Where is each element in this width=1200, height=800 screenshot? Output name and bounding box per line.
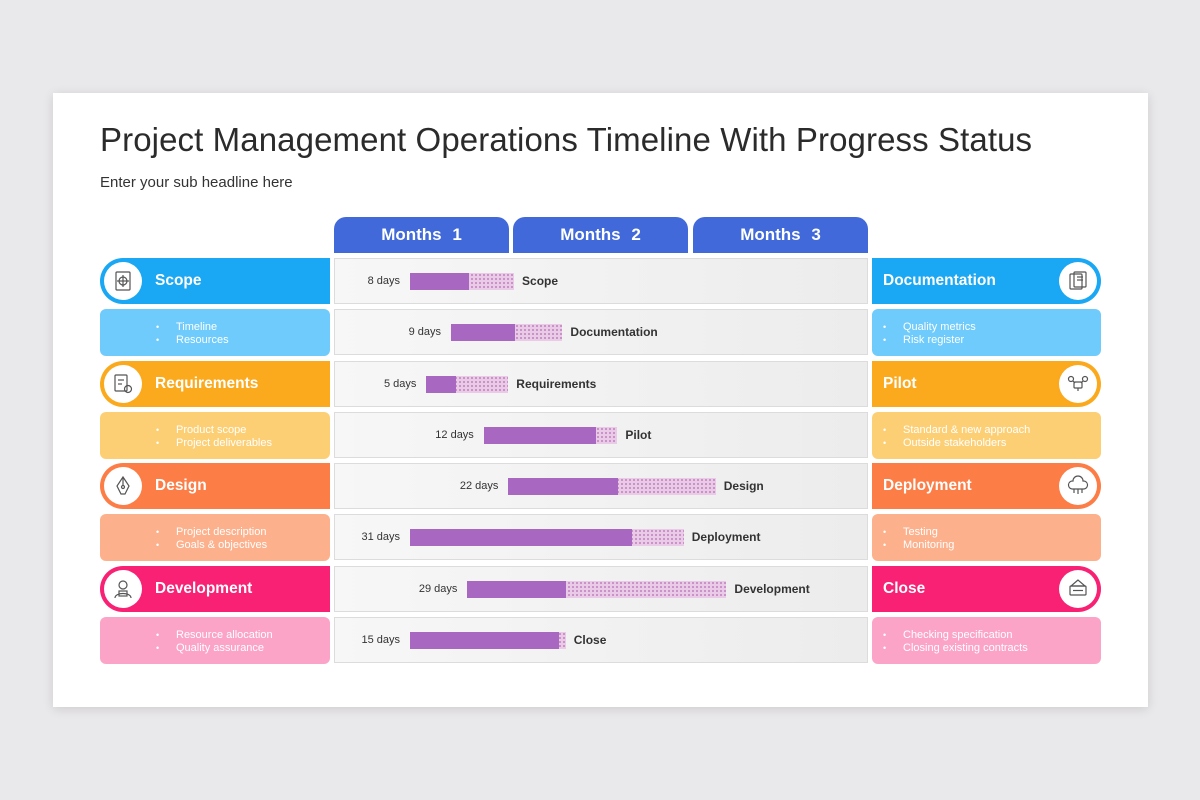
detail-item: Testing [883,526,954,539]
detail-item: Product scope [156,424,272,437]
duration-label: 29 days [418,583,458,595]
category-requirements: Requirements [100,361,330,407]
timeline-row: 15 days Close [334,617,868,663]
category-title: Requirements [155,375,259,392]
progress-bar [426,376,509,393]
task-label: Close [573,633,607,647]
target-document-icon [104,262,142,300]
category-scope: Scope [100,258,330,304]
page-subtitle: Enter your sub headline here [100,174,293,191]
detail-item: Project deliverables [156,437,272,450]
detail-item: Timeline [156,321,229,334]
category-details-deployment: TestingMonitoring [872,514,1101,561]
timeline-row: 31 days Deployment [334,514,868,560]
checklist-gear-icon [104,365,142,403]
progress-bar [467,581,727,598]
detail-item: Quality assurance [156,642,273,655]
category-details-requirements: Product scopeProject deliverables [100,412,330,459]
category-development: Development [100,566,330,612]
progress-bar-fill [410,529,632,546]
progress-bar-fill [426,376,456,393]
developer-icon [104,570,142,608]
category-details-pilot: Standard & new approachOutside stakehold… [872,412,1101,459]
detail-item: Resources [156,334,229,347]
task-label: Pilot [625,428,652,442]
category-pilot: Pilot [872,361,1101,407]
detail-item: Goals & objectives [156,539,267,552]
detail-item: Project description [156,526,267,539]
timeline-row: 8 days Scope [334,258,868,304]
category-title: Development [155,580,253,597]
timeline-row: 29 days Development [334,566,868,612]
month-header-2: Months 2 [513,217,688,253]
duration-label: 12 days [435,429,474,441]
pen-tool-icon [104,467,142,505]
category-title: Deployment [883,477,972,494]
page-title: Project Management Operations Timeline W… [100,121,1033,158]
detail-item: Risk register [883,334,976,347]
detail-item: Monitoring [883,539,954,552]
detail-item: Standard & new approach [883,424,1030,437]
month-header-3: Months 3 [693,217,868,253]
progress-bar-fill [483,427,596,444]
category-title: Pilot [883,375,917,392]
category-details-close: Checking specificationClosing existing c… [872,617,1101,664]
progress-bar [410,632,566,649]
closed-sign-icon [1059,570,1097,608]
task-label: Documentation [570,325,658,339]
slide: Project Management Operations Timeline W… [53,93,1148,707]
category-title: Documentation [883,272,996,289]
progress-bar [508,478,716,495]
category-details-documentation: Quality metricsRisk register [872,309,1101,356]
task-label: Scope [522,274,559,288]
duration-label: 8 days [367,275,400,287]
timeline-row: 22 days Design [334,463,868,509]
progress-bar-fill [410,632,560,649]
progress-bar-fill [467,581,566,598]
progress-bar [410,273,515,290]
detail-item: Closing existing contracts [883,642,1028,655]
duration-label: 9 days [408,326,441,338]
month-header-1: Months 1 [334,217,509,253]
category-title: Close [883,580,926,597]
task-label: Requirements [516,377,597,391]
category-deployment: Deployment [872,463,1101,509]
progress-bar [410,529,684,546]
task-label: Development [734,582,810,596]
timeline-row: 5 days Requirements [334,361,868,407]
duration-label: 31 days [361,531,400,543]
category-details-scope: TimelineResources [100,309,330,356]
task-label: Deployment [691,530,761,544]
timeline-row: 12 days Pilot [334,412,868,458]
category-details-development: Resource allocationQuality assurance [100,617,330,664]
duration-label: 5 days [383,378,417,390]
progress-bar-fill [508,478,619,495]
progress-bar [483,427,618,444]
drone-icon [1059,365,1097,403]
documents-icon [1059,262,1097,300]
progress-bar [451,324,563,341]
progress-bar-fill [410,273,470,290]
category-close: Close [872,566,1101,612]
category-title: Design [155,477,207,494]
category-title: Scope [155,272,202,289]
progress-bar-fill [451,324,515,341]
duration-label: 22 days [459,480,499,492]
detail-item: Checking specification [883,629,1028,642]
duration-label: 15 days [361,634,400,646]
task-label: Design [723,479,764,493]
detail-item: Resource allocation [156,629,273,642]
detail-item: Quality metrics [883,321,976,334]
category-design: Design [100,463,330,509]
category-details-design: Project descriptionGoals & objectives [100,514,330,561]
timeline-row: 9 days Documentation [334,309,868,355]
category-documentation: Documentation [872,258,1101,304]
detail-item: Outside stakeholders [883,437,1030,450]
cloud-network-icon [1059,467,1097,505]
